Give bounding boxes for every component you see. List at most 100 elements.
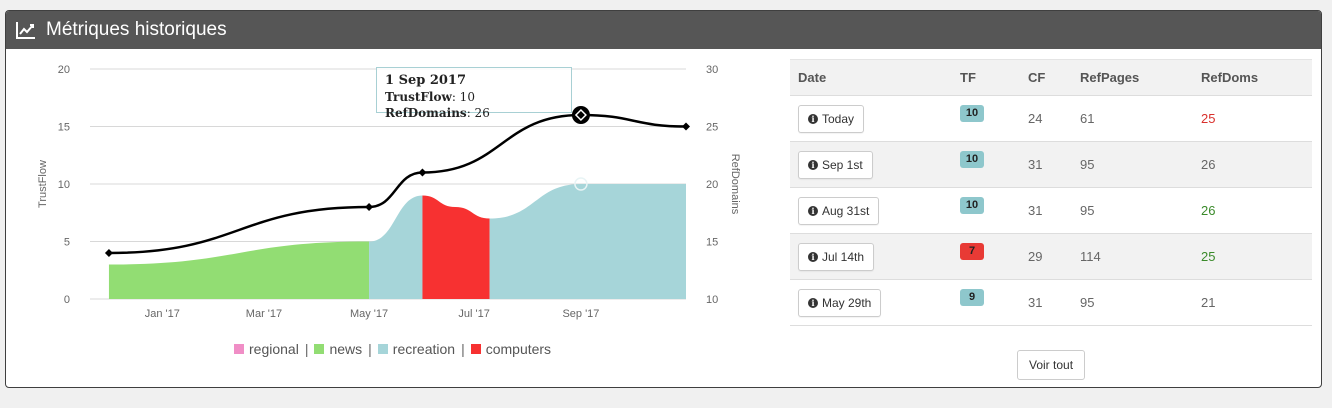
- date-label: Today: [822, 111, 855, 126]
- legend-label: regional: [249, 341, 299, 357]
- col-header-refdoms: RefDoms: [1193, 59, 1312, 96]
- legend-label: news: [329, 341, 363, 357]
- date-button[interactable]: i May 29th: [798, 288, 882, 317]
- legend-item-computers[interactable]: computers: [470, 341, 552, 357]
- left-axis-title: TrustFlow: [37, 160, 49, 208]
- line-chart-icon: [16, 22, 35, 39]
- hover-area-point: [574, 177, 588, 191]
- tf-badge: 7: [960, 242, 984, 260]
- tooltip-date: 1 Sep 2017: [385, 73, 467, 88]
- cell-date: i May 29th: [790, 279, 952, 326]
- right-tick-label: 15: [706, 237, 718, 249]
- cell-refdoms: 26: [1193, 187, 1312, 234]
- right-tick-label: 30: [706, 64, 718, 76]
- legend-swatch: [377, 344, 388, 354]
- left-tick-label: 0: [64, 294, 70, 306]
- left-tick-label: 10: [58, 179, 70, 191]
- hover-point: [571, 106, 590, 124]
- cell-tf: 9: [952, 279, 1020, 326]
- cell-refpages: 95: [1072, 141, 1193, 188]
- historical-metrics-panel: Métriques historiques 0 5 10 15 20 10 15 20 25 30…: [5, 10, 1322, 388]
- info-icon: i: [808, 113, 818, 124]
- panel-header: Métriques historiques: [6, 11, 1321, 49]
- cell-refpages: 95: [1072, 187, 1193, 234]
- x-tick-label: May '17: [350, 308, 388, 320]
- tooltip-tf-label: TrustFlow: [385, 90, 452, 104]
- legend-label: computers: [485, 341, 552, 357]
- right-tick-label: 10: [706, 294, 718, 306]
- x-tick-label: Jul '17: [458, 308, 489, 320]
- metrics-table: Date TF CF RefPages RefDoms i Today 10 24 61…: [790, 59, 1312, 326]
- cell-refpages: 61: [1072, 95, 1193, 142]
- info-icon: i: [808, 205, 818, 216]
- right-tick-label: 25: [706, 122, 718, 134]
- hover-point-marker: [574, 108, 587, 122]
- left-tick-label: 5: [64, 237, 70, 249]
- legend-swatch: [470, 344, 481, 354]
- cell-refpages: 114: [1072, 233, 1193, 280]
- legend-item-recreation[interactable]: recreation: [377, 341, 456, 357]
- col-header-cf: CF: [1020, 59, 1072, 96]
- col-header-date: Date: [790, 59, 952, 96]
- chart-legend: regional | news | recreation | computers: [234, 341, 551, 357]
- cell-refdoms: 25: [1193, 95, 1312, 142]
- chart-area: 0 5 10 15 20 10 15 20 25 30 Jan '17 Mar '17 May '17 J…: [6, 49, 766, 387]
- right-axis-title: RefDomains: [729, 154, 741, 215]
- date-button[interactable]: i Aug 31st: [798, 196, 880, 225]
- panel-title: Métriques historiques: [46, 19, 227, 40]
- legend-separator: |: [304, 341, 309, 357]
- col-header-tf: TF: [952, 59, 1020, 96]
- cell-cf: 29: [1020, 233, 1072, 280]
- cell-date: i Aug 31st: [790, 187, 952, 234]
- x-tick-label: Sep '17: [562, 308, 599, 320]
- area-news: [108, 241, 370, 299]
- date-button[interactable]: i Today: [798, 104, 865, 133]
- cell-date: i Jul 14th: [790, 233, 952, 280]
- date-label: Sep 1st: [822, 157, 863, 172]
- refdomains-marker: [365, 203, 374, 211]
- cell-cf: 24: [1020, 95, 1072, 142]
- legend-label: recreation: [392, 341, 456, 357]
- table-row: i Sep 1st 10 31 95 26: [790, 141, 1312, 188]
- tooltip-rd-value: : 26: [466, 106, 490, 120]
- left-tick-label: 15: [58, 122, 70, 134]
- area-recreation: [369, 195, 423, 299]
- table-row: i Jul 14th 7 29 114 25: [790, 233, 1312, 280]
- date-button[interactable]: i Sep 1st: [798, 150, 873, 179]
- tf-badge: 10: [960, 104, 984, 122]
- info-icon: i: [808, 297, 818, 308]
- cell-refpages: 95: [1072, 279, 1193, 326]
- history-chart: 0 5 10 15 20 10 15 20 25 30 Jan '17 Mar '17 May '17 J…: [37, 64, 741, 320]
- tf-badge: 9: [960, 288, 984, 306]
- x-tick-label: Mar '17: [246, 308, 282, 320]
- refdomains-marker: [682, 122, 690, 131]
- info-icon: i: [808, 159, 818, 170]
- cell-tf: 7: [952, 233, 1020, 280]
- table-header-row: Date TF CF RefPages RefDoms: [790, 59, 1312, 96]
- cell-cf: 31: [1020, 141, 1072, 188]
- cell-cf: 31: [1020, 187, 1072, 234]
- right-tick-label: 20: [706, 179, 718, 191]
- date-label: Aug 31st: [822, 203, 870, 218]
- chart-tooltip: 1 Sep 2017 TrustFlow: 10 RefDomains: 26: [376, 67, 572, 120]
- cell-tf: 10: [952, 95, 1020, 142]
- legend-item-regional[interactable]: regional: [234, 341, 299, 357]
- table-row: i May 29th 9 31 95 21: [790, 279, 1312, 326]
- date-label: May 29th: [822, 295, 872, 310]
- legend-item-news[interactable]: news: [314, 341, 362, 357]
- refdomains-marker: [104, 249, 113, 257]
- left-tick-label: 20: [58, 64, 70, 76]
- x-tick-label: Jan '17: [145, 308, 180, 320]
- legend-separator: |: [461, 341, 465, 357]
- voir-tout-button[interactable]: Voir tout: [1017, 350, 1086, 380]
- tooltip-tf-value: : 10: [451, 90, 475, 104]
- cell-refdoms: 26: [1193, 141, 1312, 188]
- table-row: i Aug 31st 10 31 95 26: [790, 187, 1312, 234]
- col-header-refpages: RefPages: [1072, 59, 1193, 96]
- refdomains-marker: [418, 168, 427, 177]
- cell-date: i Sep 1st: [790, 141, 952, 188]
- cell-refdoms: 25: [1193, 233, 1312, 280]
- tf-badge: 10: [960, 196, 984, 214]
- tooltip-values: TrustFlow: 10 RefDomains: 26: [385, 89, 563, 121]
- date-button[interactable]: i Jul 14th: [798, 242, 875, 271]
